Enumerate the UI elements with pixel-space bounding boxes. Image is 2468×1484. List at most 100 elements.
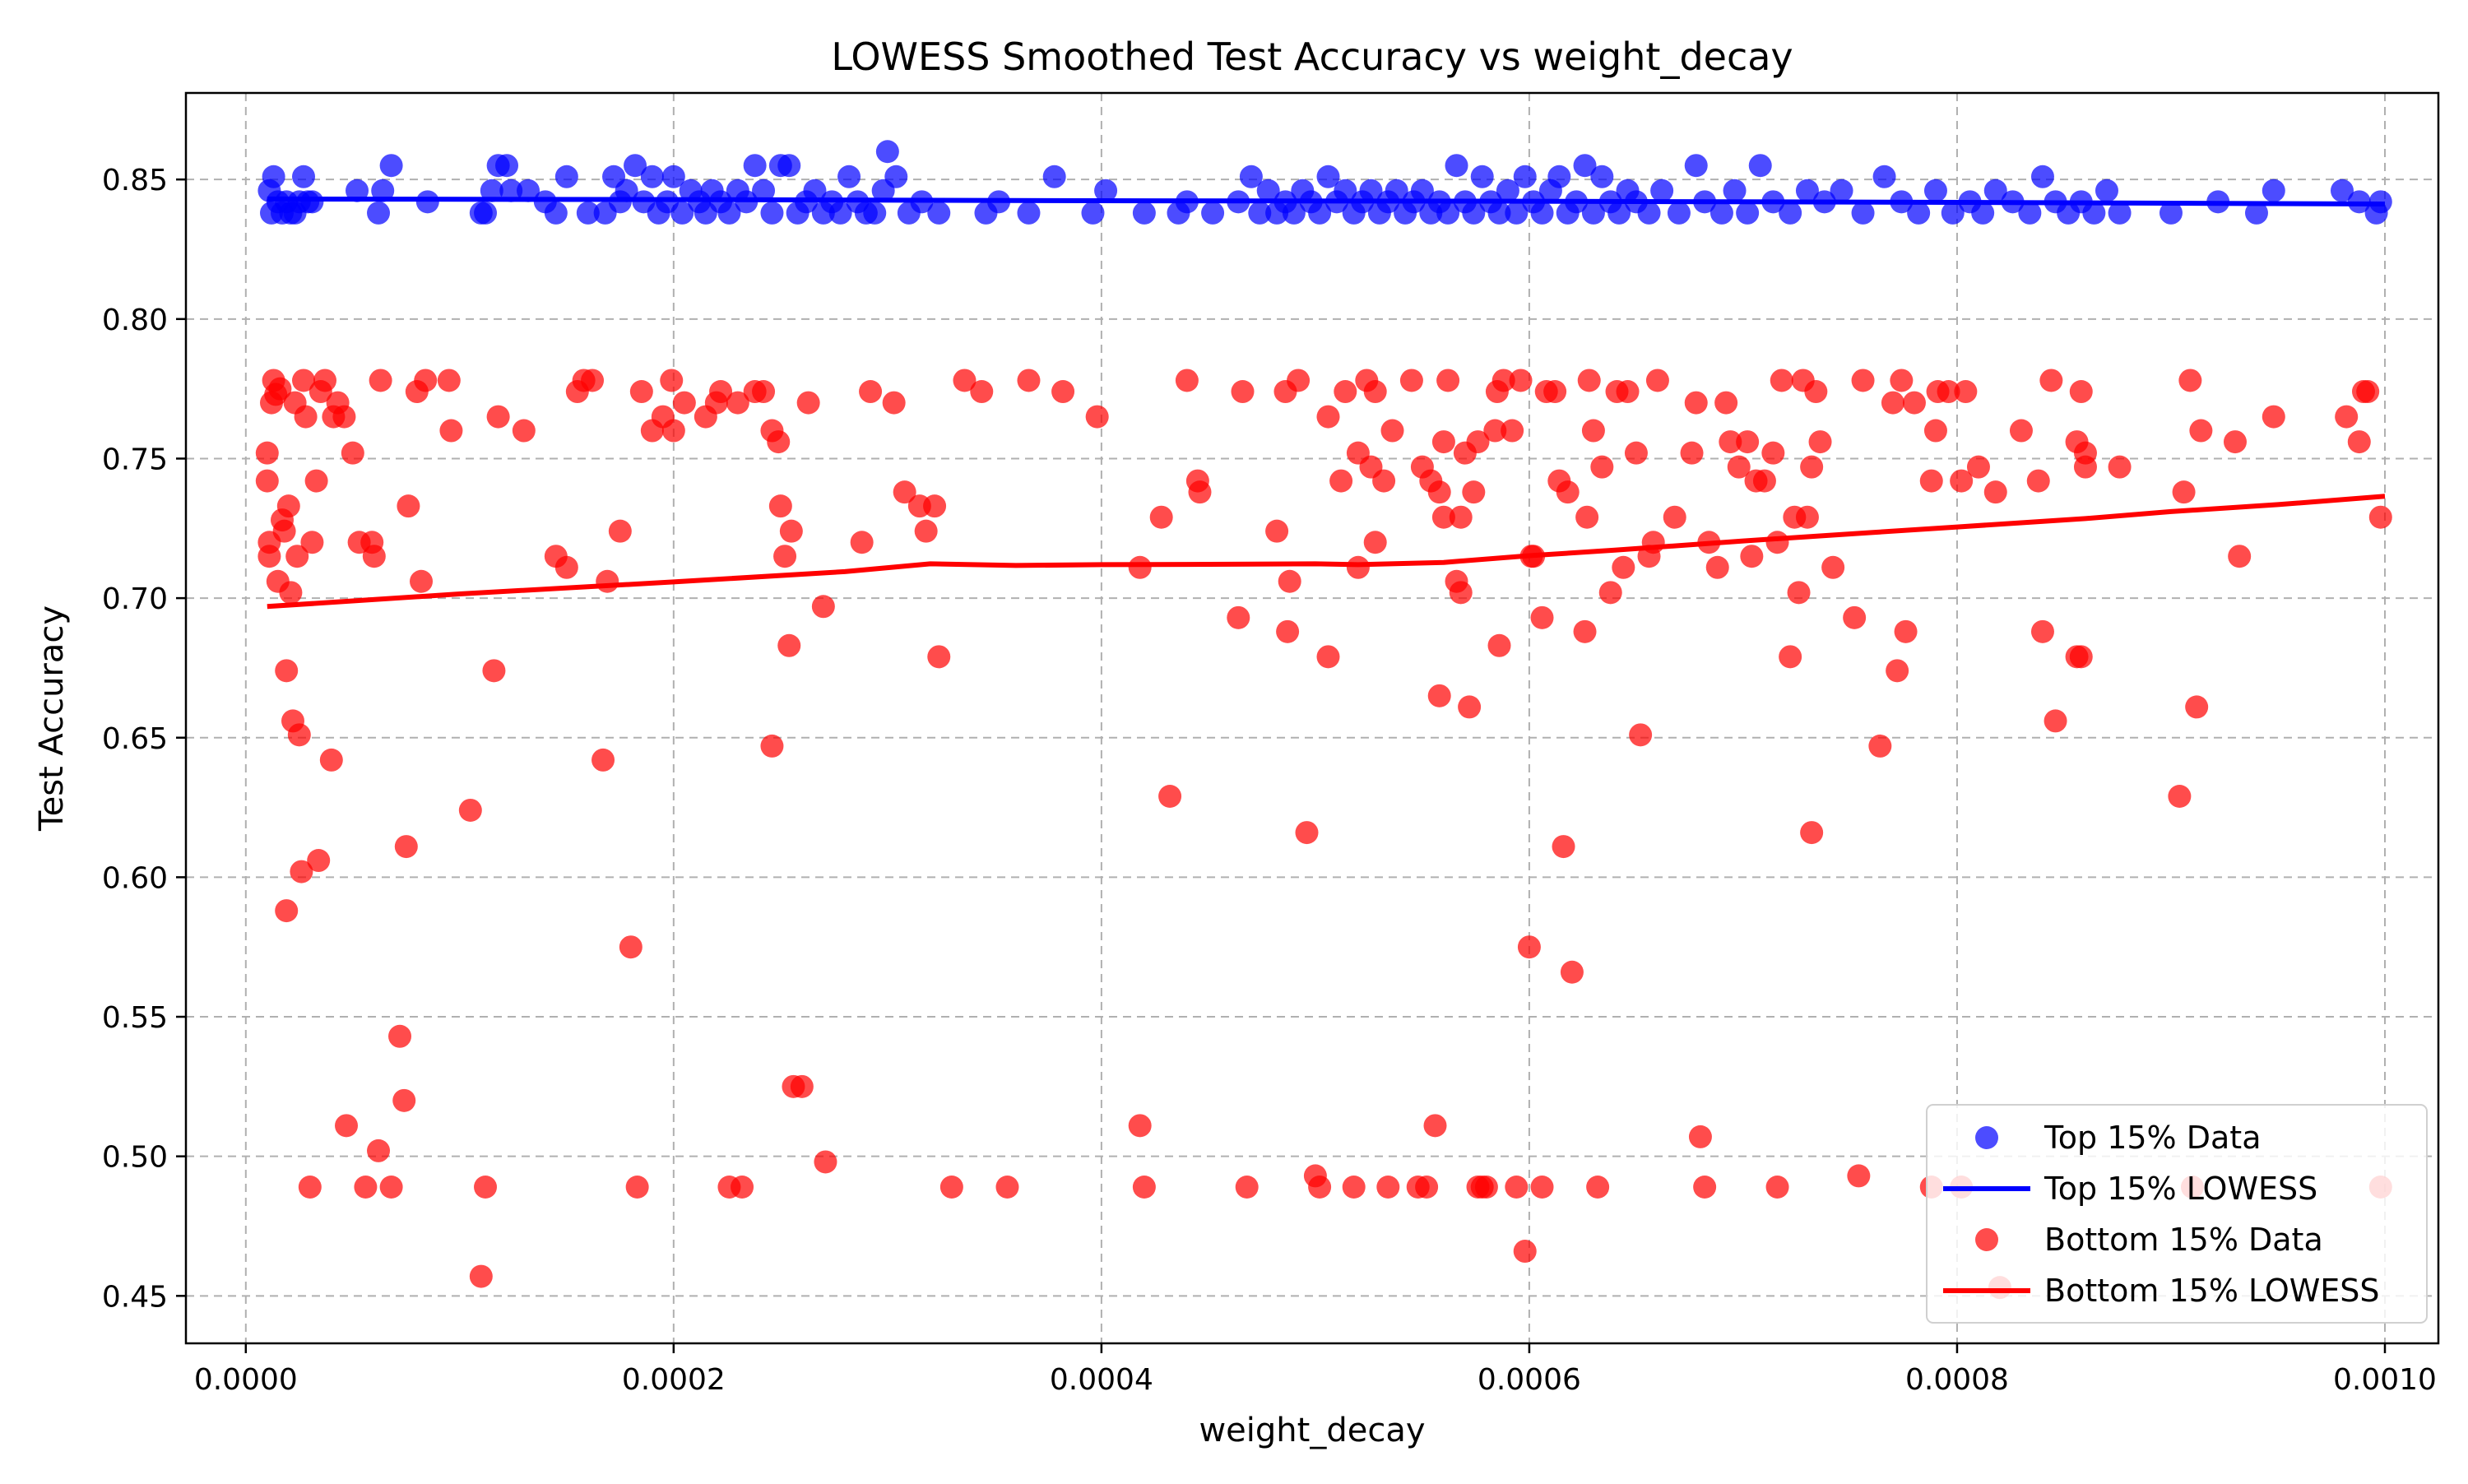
bottom-15-data-point xyxy=(859,380,883,404)
bottom-15-data-point xyxy=(287,723,311,747)
bottom-15-data-point xyxy=(1902,391,1926,415)
bottom-15-data-point xyxy=(1919,469,1943,493)
bottom-15-data-point xyxy=(1376,1176,1400,1199)
top-15-data-point xyxy=(554,165,578,188)
bottom-15-data-point xyxy=(275,659,299,683)
bottom-15-data-point xyxy=(397,494,420,518)
bottom-15-data-point xyxy=(1894,619,1918,643)
bottom-15-data-point xyxy=(1427,480,1451,504)
top-15-data-point xyxy=(1316,165,1340,188)
legend-box xyxy=(1926,1104,2428,1324)
bottom-15-data-point xyxy=(1128,1114,1152,1138)
bottom-15-data-point xyxy=(1316,645,1340,669)
bottom-15-data-point xyxy=(290,860,313,883)
bottom-15-data-point xyxy=(1779,645,1802,669)
bottom-15-data-point xyxy=(439,419,463,443)
bottom-15-data-point xyxy=(2368,505,2392,529)
bottom-15-data-point xyxy=(1231,380,1255,404)
top-15-data-point xyxy=(1496,179,1519,202)
y-tick-label: 0.60 xyxy=(102,861,168,895)
bottom-15-data-point xyxy=(1573,619,1597,643)
top-15-data-point xyxy=(1436,201,1460,225)
bottom-15-data-point xyxy=(1363,531,1387,554)
bottom-15-data-point xyxy=(779,519,803,543)
top-15-data-point xyxy=(1256,179,1280,202)
bottom-15-data-point xyxy=(1719,430,1742,454)
bottom-15-data-point xyxy=(1149,505,1173,529)
y-tick-label: 0.70 xyxy=(102,582,168,616)
bottom-15-data-point xyxy=(1449,505,1473,529)
bottom-15-data-point xyxy=(469,1264,493,1288)
top-15-data-point xyxy=(1201,201,1225,225)
bottom-15-data-point xyxy=(379,1176,403,1199)
top-15-data-point xyxy=(262,165,285,188)
bottom-15-data-point xyxy=(2172,480,2196,504)
bottom-15-data-point xyxy=(1474,1176,1498,1199)
top-15-data-point xyxy=(1923,179,1947,202)
bottom-15-data-point xyxy=(298,1176,322,1199)
bottom-15-data-point xyxy=(1575,505,1599,529)
top-15-data-point xyxy=(1505,201,1529,225)
bottom-15-data-point xyxy=(1770,369,1793,392)
bottom-15-data-point xyxy=(2262,405,2285,429)
top-15-data-point xyxy=(1779,201,1802,225)
bottom-15-data-point xyxy=(2335,405,2359,429)
top-15-data-point xyxy=(1907,201,1931,225)
x-tick-label: 0.0002 xyxy=(622,1363,726,1397)
bottom-15-data-point xyxy=(354,1176,378,1199)
x-tick-label: 0.0008 xyxy=(1905,1363,2009,1397)
bottom-15-data-point xyxy=(1765,1176,1789,1199)
bottom-15-data-point xyxy=(1624,441,1648,465)
bottom-15-data-point xyxy=(1483,419,1507,443)
top-15-data-point xyxy=(1723,179,1747,202)
bottom-15-data-point xyxy=(914,519,938,543)
bottom-15-data-point xyxy=(1530,1176,1554,1199)
bottom-15-lowess-line xyxy=(267,494,2386,610)
top-15-data-point xyxy=(752,179,776,202)
top-15-data-point xyxy=(1736,201,1760,225)
y-axis-label: Test Accuracy xyxy=(33,605,71,832)
legend: Top 15% Data Top 15% LOWESS Bottom 15% D… xyxy=(1926,1104,2428,1324)
bottom-15-data-point xyxy=(1276,619,1300,643)
top-15-data-point xyxy=(743,154,767,178)
bottom-15-data-point xyxy=(1128,555,1152,579)
bottom-15-data-point xyxy=(1937,380,1960,404)
bottom-15-data-point xyxy=(1505,1176,1529,1199)
bottom-15-data-point xyxy=(2185,695,2209,719)
top-15-data-point xyxy=(2244,201,2268,225)
bottom-15-data-point xyxy=(1188,480,1212,504)
bottom-15-data-point xyxy=(1017,369,1041,392)
top-15-data-point xyxy=(1872,165,1896,188)
top-15-data-point xyxy=(2082,201,2106,225)
bottom-15-data-point xyxy=(773,545,797,568)
bottom-15-data-point xyxy=(2178,369,2202,392)
bottom-15-data-point xyxy=(1983,480,2007,504)
legend-marker-bottom-data xyxy=(1975,1228,1998,1251)
bottom-15-data-point xyxy=(1560,960,1584,984)
legend-label-top-data: Top 15% Data xyxy=(2044,1120,2261,1156)
top-15-data-point xyxy=(1470,165,1494,188)
top-15-data-point xyxy=(495,154,519,178)
bottom-15-data-point xyxy=(319,748,343,772)
bottom-15-data-point xyxy=(1278,569,1301,593)
bottom-15-data-point xyxy=(474,1176,498,1199)
bottom-15-data-point xyxy=(332,405,356,429)
top-15-data-point xyxy=(1248,201,1272,225)
bottom-15-data-point xyxy=(731,1176,754,1199)
bottom-15-data-point xyxy=(1427,684,1451,707)
top-15-data-point xyxy=(1684,154,1708,178)
bottom-15-data-point xyxy=(255,441,279,465)
bottom-15-data-point xyxy=(268,377,292,401)
top-15-data-point xyxy=(884,165,908,188)
bottom-15-data-point xyxy=(275,899,299,923)
top-15-data-point xyxy=(379,154,403,178)
bottom-15-data-point xyxy=(276,494,300,518)
bottom-15-data-point xyxy=(970,380,994,404)
bottom-15-data-point xyxy=(341,441,364,465)
bottom-15-data-point xyxy=(927,645,951,669)
bottom-15-data-point xyxy=(1431,505,1455,529)
bottom-15-data-point xyxy=(608,519,632,543)
bottom-15-data-point xyxy=(1436,369,1460,392)
bottom-15-data-point xyxy=(1509,369,1533,392)
top-15-data-point xyxy=(1650,179,1674,202)
